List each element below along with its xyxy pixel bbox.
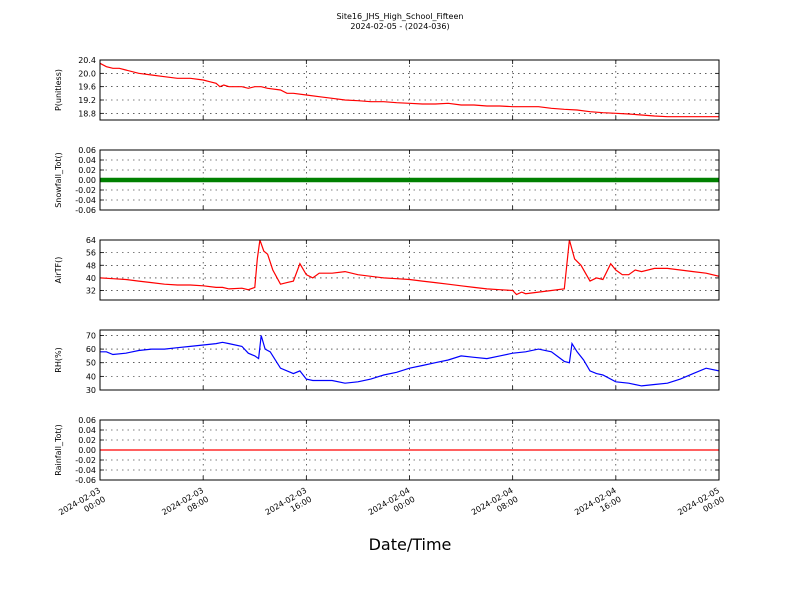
y-tick-label: 60 <box>86 345 96 354</box>
y-tick-label: 32 <box>86 287 96 296</box>
y-tick-label: 0.06 <box>78 416 96 425</box>
y-tick-label: 0.04 <box>78 156 96 165</box>
y-tick-label: 0.02 <box>78 166 96 175</box>
y-tick-label: 0.00 <box>78 446 96 455</box>
panel-frame <box>99 59 720 121</box>
panel-1: 0.060.040.020.00-0.02-0.04-0.06 Snowfall_… <box>54 146 720 215</box>
y-tick-label: 0.00 <box>78 176 96 185</box>
y-axis-label: Rainfall_Tot() <box>54 424 63 476</box>
x-tick-label: 2024-02-0416:00 <box>573 486 623 526</box>
y-tick-label: 56 <box>86 249 96 258</box>
x-tick-label: 2024-02-0300:00 <box>57 486 107 526</box>
chart-subtitle: 2024-02-05 - (2024-036) <box>350 22 449 31</box>
y-tick-label: -0.06 <box>75 476 96 485</box>
panel-frame <box>99 419 720 481</box>
x-tick-label: 2024-02-0308:00 <box>160 486 210 526</box>
y-tick-label: 50 <box>86 359 96 368</box>
panel-3: 70 60 50 40 30 RH(%) <box>54 329 720 395</box>
panel-0: 20.4 20.0 19.6 19.2 18.8 P(unitless) <box>54 56 720 121</box>
y-tick-label: 0.06 <box>78 146 96 155</box>
panel-frame <box>99 239 720 301</box>
y-tick-label: 48 <box>86 261 96 270</box>
y-tick-label: 30 <box>86 386 96 395</box>
x-tick-label: 2024-02-0500:00 <box>676 486 726 526</box>
y-tick-label: 19.6 <box>78 83 96 92</box>
panel-frame <box>99 149 720 211</box>
chart-title: Site16_JHS_High_School_Fifteen <box>337 12 464 21</box>
y-tick-label: 64 <box>86 236 96 245</box>
x-tick-label: 2024-02-0316:00 <box>264 486 314 526</box>
x-tick-label: 2024-02-0400:00 <box>367 486 417 526</box>
y-tick-label: 70 <box>86 331 96 340</box>
y-tick-label: -0.02 <box>75 456 96 465</box>
y-axis-label: RH(%) <box>54 347 63 372</box>
x-axis-label: Date/Time <box>369 535 452 554</box>
y-tick-label: 0.02 <box>78 436 96 445</box>
y-tick-label: 40 <box>86 274 96 283</box>
y-tick-label: -0.04 <box>75 466 96 475</box>
y-axis-label: AirTF() <box>54 257 63 284</box>
x-tick-label: 2024-02-0408:00 <box>470 486 520 526</box>
series-line <box>100 240 719 296</box>
panel-4: 0.060.040.020.00-0.02-0.04-0.06 Rainfall_… <box>54 416 720 485</box>
y-tick-label: -0.02 <box>75 186 96 195</box>
y-axis-label: P(unitless) <box>54 69 63 111</box>
panel-2: 64 56 48 40 32 AirTF() <box>54 236 720 301</box>
panels-group: 20.420.019.619.218.8P(unitless)0.060.040… <box>54 56 720 485</box>
x-tick-labels: 2024-02-0300:00 2024-02-0308:00 2024-02-03… <box>57 486 726 526</box>
y-tick-label: 20.4 <box>78 56 96 65</box>
y-axis-label: Snowfall_Tot() <box>54 152 63 208</box>
y-tick-label: -0.04 <box>75 196 96 205</box>
y-tick-label: 20.0 <box>78 69 96 78</box>
series-line <box>100 62 719 118</box>
y-tick-label: 19.2 <box>78 96 96 105</box>
y-tick-label: -0.06 <box>75 206 96 215</box>
panel-frame <box>99 329 720 391</box>
series-line <box>100 335 719 387</box>
y-tick-label: 18.8 <box>78 109 96 118</box>
y-tick-label: 0.04 <box>78 426 96 435</box>
y-tick-label: 40 <box>86 372 96 381</box>
